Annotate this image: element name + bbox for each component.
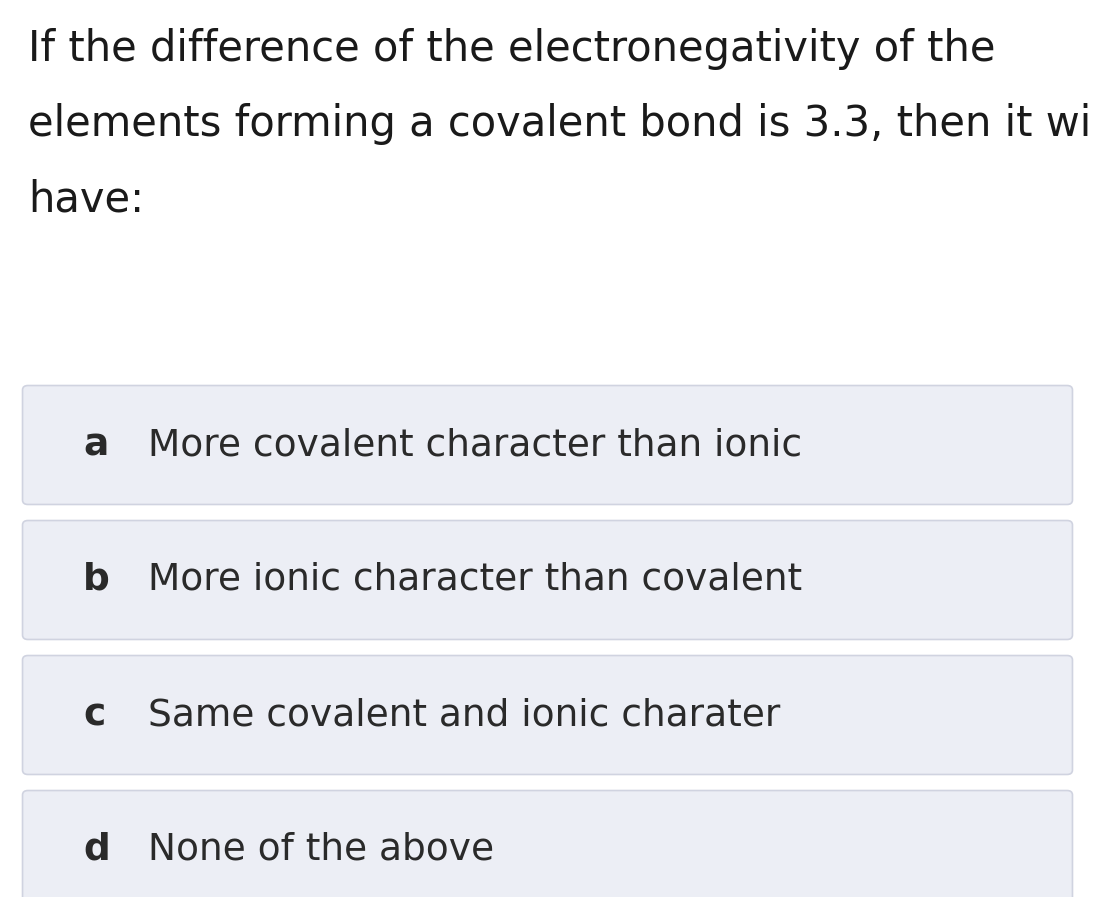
Text: have:: have: [28, 178, 145, 220]
Text: elements forming a covalent bond is 3.3, then it will: elements forming a covalent bond is 3.3,… [28, 103, 1095, 145]
Text: c: c [83, 697, 105, 733]
Text: d: d [83, 832, 110, 868]
Text: a: a [83, 427, 108, 463]
FancyBboxPatch shape [23, 386, 1072, 504]
Text: b: b [83, 562, 110, 598]
Text: None of the above: None of the above [148, 832, 494, 868]
Text: If the difference of the electronegativity of the: If the difference of the electronegativi… [28, 28, 995, 70]
Text: More ionic character than covalent: More ionic character than covalent [148, 562, 803, 598]
Text: Same covalent and ionic charater: Same covalent and ionic charater [148, 697, 781, 733]
FancyBboxPatch shape [23, 790, 1072, 897]
FancyBboxPatch shape [23, 520, 1072, 640]
Text: More covalent character than ionic: More covalent character than ionic [148, 427, 803, 463]
FancyBboxPatch shape [23, 656, 1072, 774]
